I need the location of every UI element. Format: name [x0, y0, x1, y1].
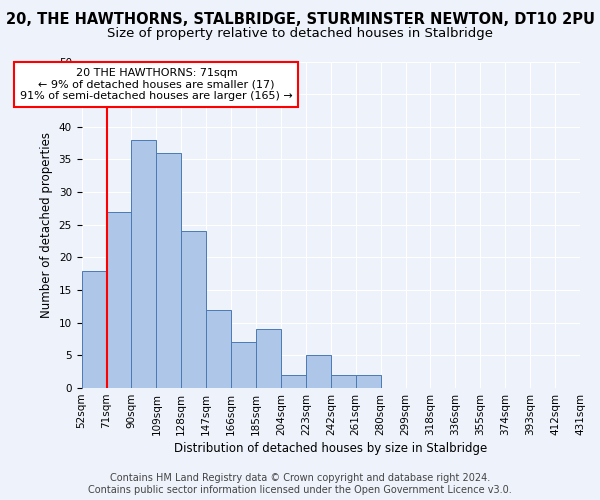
Bar: [281, 375, 306, 388]
Bar: [356, 375, 380, 388]
Text: Contains HM Land Registry data © Crown copyright and database right 2024.
Contai: Contains HM Land Registry data © Crown c…: [88, 474, 512, 495]
Bar: [181, 232, 206, 388]
Text: 20, THE HAWTHORNS, STALBRIDGE, STURMINSTER NEWTON, DT10 2PU: 20, THE HAWTHORNS, STALBRIDGE, STURMINST…: [5, 12, 595, 28]
Bar: [206, 310, 231, 388]
Bar: [157, 153, 181, 388]
Bar: [131, 140, 157, 388]
Text: Size of property relative to detached houses in Stalbridge: Size of property relative to detached ho…: [107, 28, 493, 40]
X-axis label: Distribution of detached houses by size in Stalbridge: Distribution of detached houses by size …: [174, 442, 487, 455]
Y-axis label: Number of detached properties: Number of detached properties: [40, 132, 53, 318]
Bar: [306, 356, 331, 388]
Text: 20 THE HAWTHORNS: 71sqm
← 9% of detached houses are smaller (17)
91% of semi-det: 20 THE HAWTHORNS: 71sqm ← 9% of detached…: [20, 68, 293, 101]
Bar: [231, 342, 256, 388]
Bar: [331, 375, 356, 388]
Bar: [256, 330, 281, 388]
Bar: [82, 270, 107, 388]
Bar: [107, 212, 131, 388]
